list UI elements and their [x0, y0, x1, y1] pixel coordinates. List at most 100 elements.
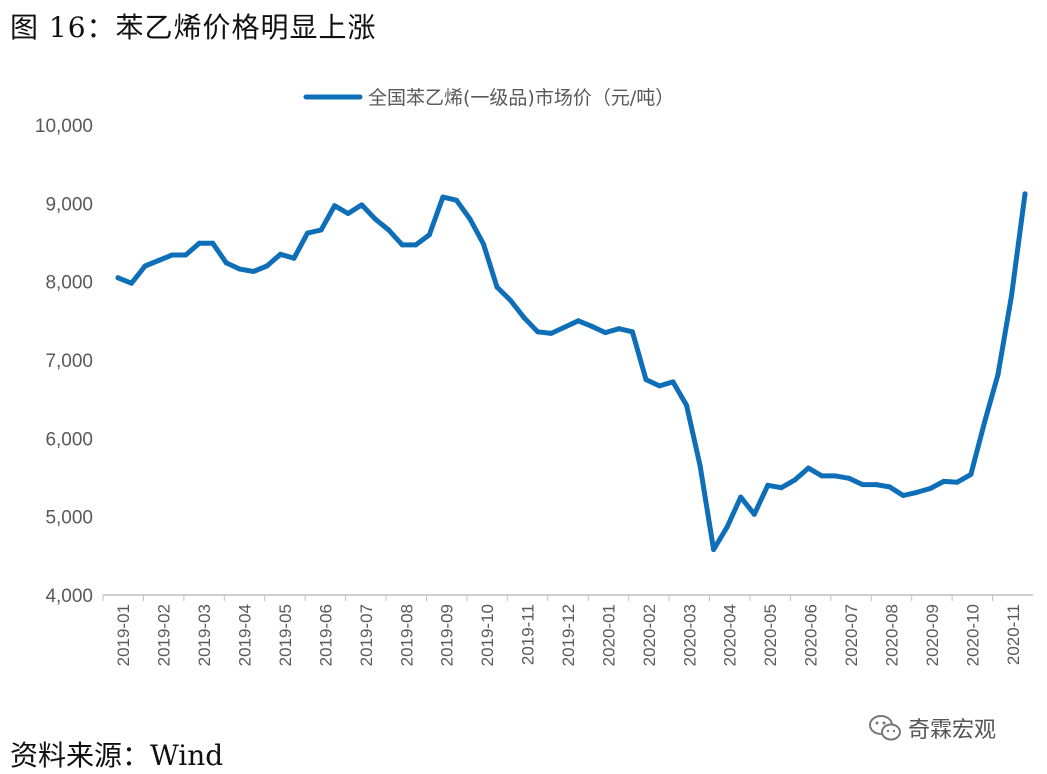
data-point	[494, 284, 500, 290]
x-tick-label: 2019-02	[155, 604, 174, 666]
data-point	[968, 471, 974, 477]
data-point	[657, 383, 662, 389]
data-point	[575, 318, 581, 324]
data-point	[535, 329, 541, 335]
data-point	[115, 275, 121, 281]
data-point	[305, 230, 310, 236]
x-tick-label: 2019-03	[195, 604, 214, 666]
x-tick-label: 2020-03	[680, 604, 699, 666]
data-point	[914, 489, 920, 495]
data-point	[724, 524, 730, 530]
data-point	[995, 372, 1001, 378]
data-point	[589, 323, 595, 329]
data-point	[1009, 293, 1014, 299]
y-tick-label: 4,000	[45, 586, 93, 607]
x-tick-label: 2019-06	[316, 604, 335, 666]
x-tick-label: 2020-08	[882, 604, 901, 666]
data-point	[1022, 191, 1028, 197]
data-point	[805, 465, 811, 471]
y-tick-label: 8,000	[45, 273, 93, 294]
watermark: 奇霖宏观	[868, 712, 996, 744]
x-tick-label: 2020-09	[923, 604, 942, 666]
x-tick-label: 2019-10	[478, 604, 497, 666]
data-point	[223, 260, 229, 266]
wechat-icon	[869, 715, 901, 741]
x-tick-label: 2019-09	[438, 604, 457, 666]
x-tick-label: 2019-01	[114, 604, 133, 666]
x-tick-label: 2019-11	[519, 604, 538, 665]
data-point	[508, 298, 514, 303]
data-point	[548, 330, 554, 336]
y-tick-label: 6,000	[45, 429, 93, 450]
data-point	[833, 473, 838, 479]
data-point	[453, 197, 459, 203]
data-point	[264, 263, 270, 269]
y-tick-label: 10,000	[35, 116, 93, 137]
x-tick-label: 2020-05	[761, 604, 780, 666]
data-point	[954, 479, 960, 485]
series-line-styrene-price	[115, 191, 1028, 553]
data-point	[142, 263, 148, 269]
data-point	[684, 402, 690, 408]
data-point	[467, 216, 473, 222]
x-tick-label: 2019-07	[357, 604, 376, 666]
data-point	[819, 473, 825, 479]
data-point	[711, 547, 717, 553]
data-point	[629, 329, 635, 335]
x-tick-label: 2020-11	[1004, 604, 1023, 665]
data-point	[941, 478, 947, 484]
data-point	[521, 315, 527, 321]
data-point	[900, 493, 906, 498]
data-point	[887, 484, 893, 490]
data-point	[386, 227, 392, 233]
data-point	[291, 255, 297, 261]
data-point	[765, 482, 771, 488]
legend: 全国苯乙烯(一级品)市场价（元/吨）	[303, 87, 674, 109]
data-point	[277, 251, 283, 257]
data-point	[927, 486, 933, 491]
y-tick-label: 7,000	[45, 351, 93, 372]
data-point	[616, 326, 622, 332]
x-tick-label: 2020-02	[640, 604, 659, 666]
data-point	[792, 477, 798, 483]
data-point	[129, 280, 134, 286]
watermark-text: 奇霖宏观	[908, 718, 997, 743]
y-tick-label: 5,000	[45, 508, 93, 529]
data-point	[196, 240, 202, 246]
plot-area	[115, 191, 1028, 553]
data-point	[250, 269, 256, 274]
figure-title: 图 16：苯乙烯价格明显上涨	[10, 11, 377, 44]
data-point	[440, 194, 446, 200]
data-point	[372, 216, 378, 222]
data-point	[846, 475, 852, 481]
x-tick-label: 2020-07	[842, 604, 861, 666]
y-axis: 4,000 5,000 6,000 7,000 8,000 9,000 10,000	[35, 116, 93, 607]
x-tick-label: 2019-08	[397, 604, 416, 666]
x-tick-label: 2020-06	[802, 604, 821, 666]
data-point	[237, 266, 243, 272]
data-point	[169, 252, 175, 258]
data-point	[399, 242, 405, 248]
data-point	[426, 232, 432, 238]
data-point	[359, 202, 365, 208]
data-point	[345, 211, 351, 216]
y-tick-label: 9,000	[45, 194, 93, 215]
data-point	[481, 241, 486, 247]
x-tick-label: 2020-01	[599, 604, 618, 666]
data-point	[860, 482, 866, 488]
x-tick-label: 2019-05	[276, 604, 295, 666]
data-point	[183, 252, 189, 258]
data-point	[873, 482, 879, 488]
x-tick-label: 2020-10	[963, 604, 982, 666]
data-point	[210, 240, 216, 246]
data-point	[318, 227, 324, 233]
data-point	[751, 511, 757, 517]
x-tick-label: 2019-04	[236, 604, 255, 666]
data-point	[643, 377, 649, 383]
data-point	[670, 379, 676, 385]
x-tick-label: 2019-12	[559, 604, 578, 666]
data-point	[778, 485, 784, 491]
data-point	[413, 242, 419, 248]
data-point	[981, 420, 987, 426]
